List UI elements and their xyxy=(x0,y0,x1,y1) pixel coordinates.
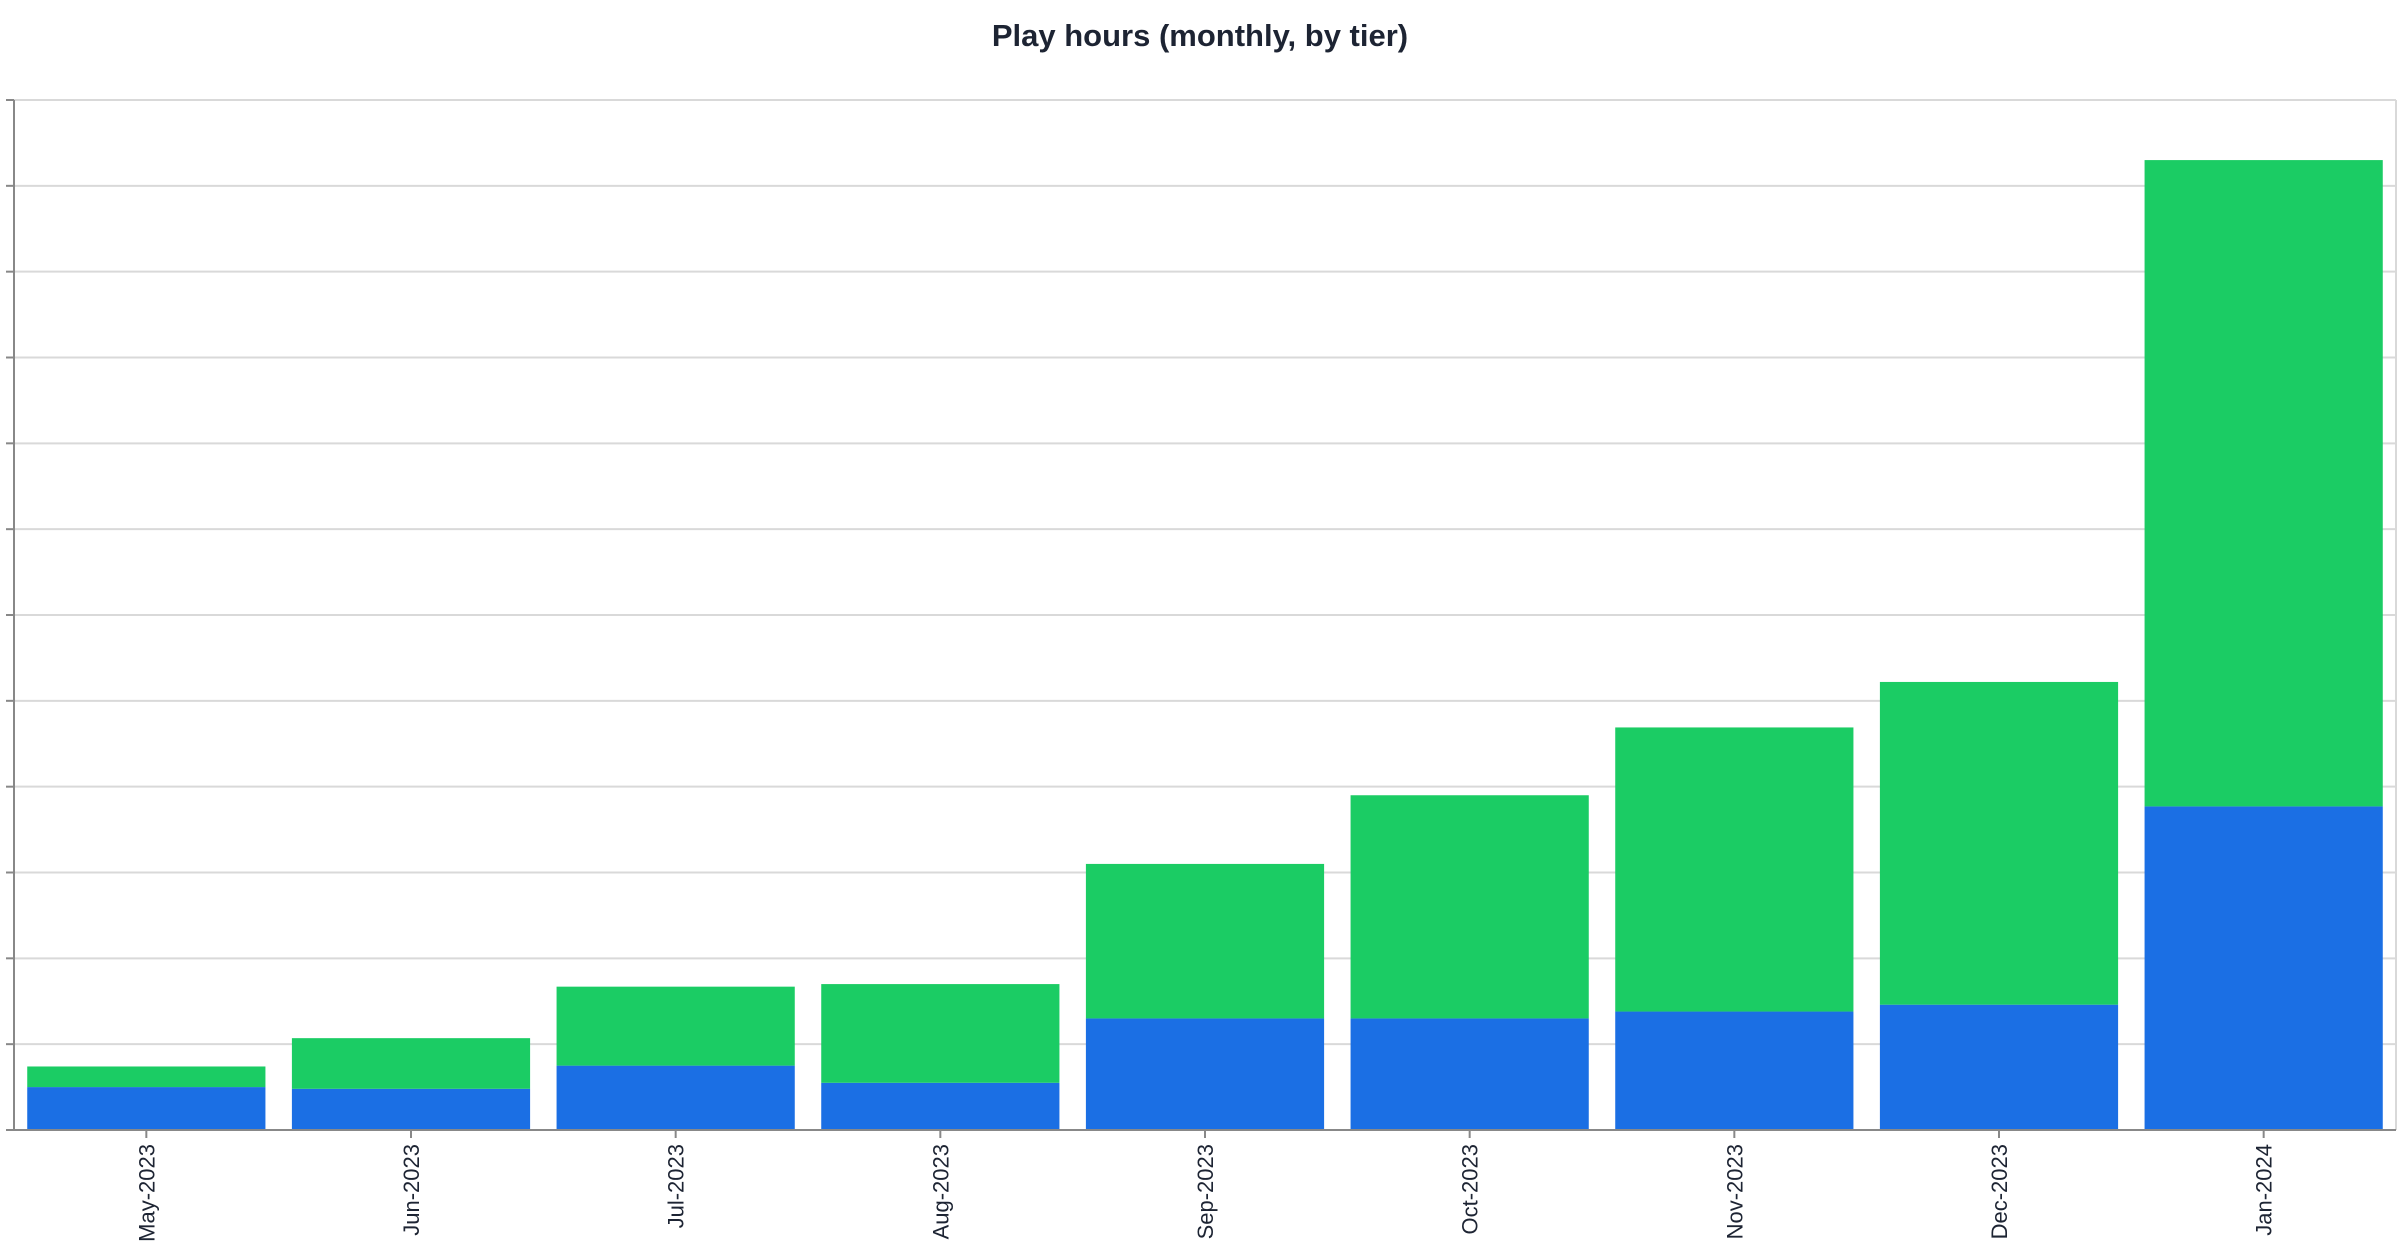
bar-segment-upper xyxy=(291,1038,531,1089)
bar-segment-lower xyxy=(821,1082,1060,1130)
x-tick-label: May-2023 xyxy=(134,1144,159,1242)
bar-segment-lower xyxy=(291,1088,531,1130)
x-tick-label: Jan-2024 xyxy=(2252,1144,2277,1236)
x-tick-label: Dec-2023 xyxy=(1987,1144,2012,1239)
bar-segment-upper xyxy=(1085,863,1325,1019)
bar-segment-upper xyxy=(27,1066,266,1088)
bar-segment-lower xyxy=(27,1087,266,1130)
bar-segment-lower xyxy=(2144,806,2383,1130)
x-tick-label: Jul-2023 xyxy=(664,1144,689,1228)
bar-segment-upper xyxy=(556,986,795,1066)
bar-segment-lower xyxy=(1350,1018,1589,1130)
bar-segment-lower xyxy=(1879,1004,2119,1130)
bar-segment-lower xyxy=(1615,1011,1854,1130)
x-tick-label: Aug-2023 xyxy=(928,1144,953,1239)
x-tick-label: Nov-2023 xyxy=(1722,1144,1747,1239)
bar-segment-upper xyxy=(821,984,1060,1083)
bar-segment-upper xyxy=(1350,795,1589,1019)
x-tick-label: Oct-2023 xyxy=(1458,1144,1483,1235)
bar-segment-lower xyxy=(556,1065,795,1130)
bar-segment-lower xyxy=(1085,1018,1325,1130)
bar-segment-upper xyxy=(2144,160,2383,807)
bar-segment-upper xyxy=(1879,681,2119,1005)
chart-title: Play hours (monthly, by tier) xyxy=(991,18,1409,53)
bar-segment-upper xyxy=(1615,727,1854,1012)
x-tick-label: Jun-2023 xyxy=(399,1144,424,1236)
x-tick-label: Sep-2023 xyxy=(1193,1144,1218,1239)
